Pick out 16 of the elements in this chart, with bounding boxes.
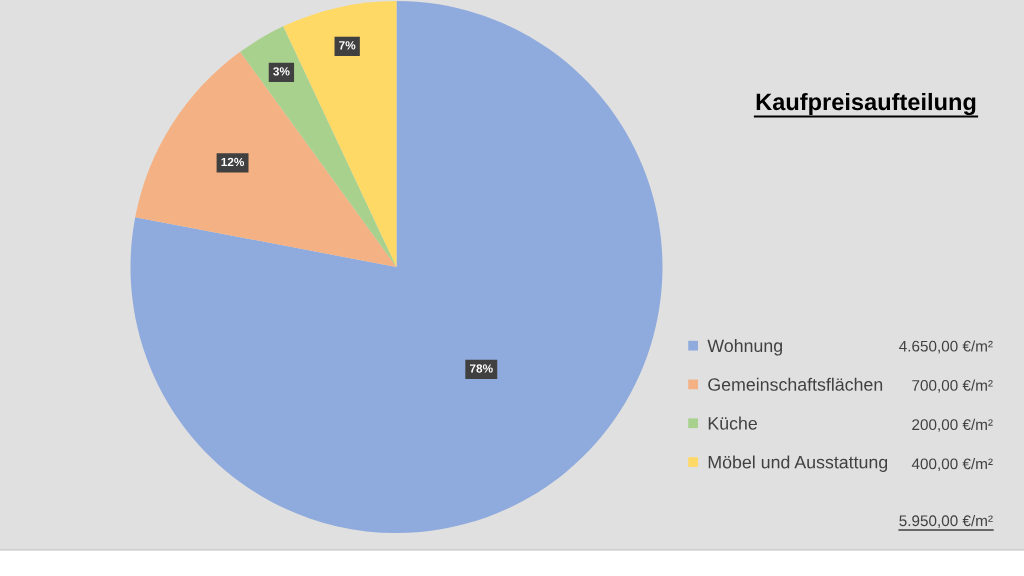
data-label: 78%	[469, 364, 493, 373]
text: 400,00 €/m²	[911, 458, 993, 472]
legend-label: Gemeinschaftsflächen	[708, 377, 883, 391]
legend-label: Möbel und Ausstattung	[708, 455, 888, 472]
data-label: 3%	[273, 67, 290, 76]
legend-label: Wohnung	[707, 339, 782, 356]
pie-slice	[135, 51, 397, 267]
text: Kaufpreisaufteilung	[756, 92, 976, 116]
data-label: 7%	[339, 41, 356, 50]
text: 4.650,00 €/m²	[899, 340, 993, 354]
text: 5.950,00 €/m²	[899, 514, 993, 528]
text: 200,00 €/m²	[912, 418, 993, 432]
legend-label: Küche	[708, 416, 757, 430]
pie-slice	[130, 1, 663, 533]
data-label: 12%	[221, 157, 245, 167]
text: 700,00 €/m²	[912, 379, 993, 393]
